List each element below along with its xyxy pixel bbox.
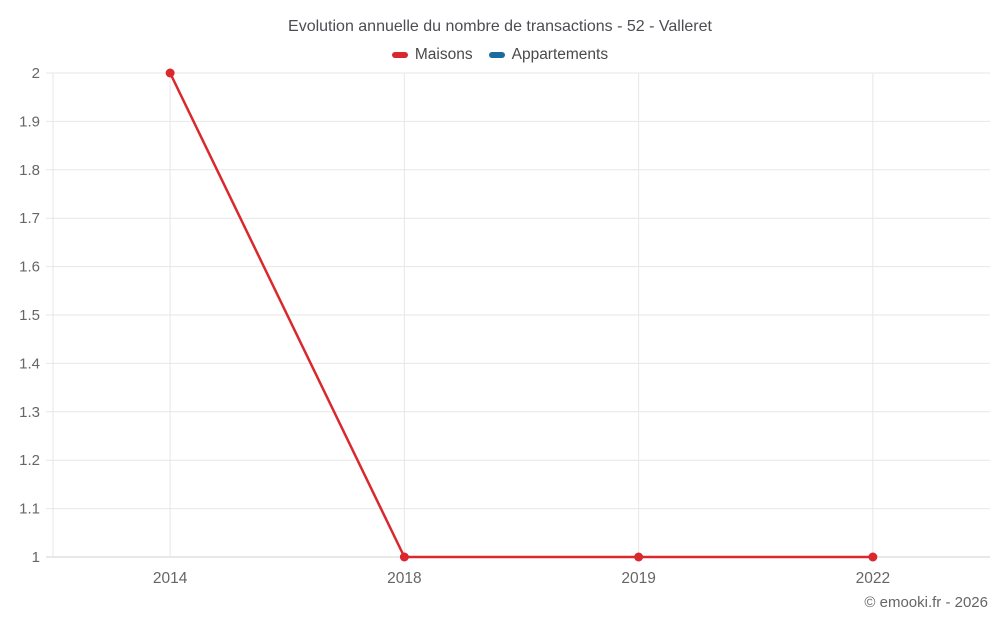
y-tick-label: 1.3 bbox=[19, 404, 40, 421]
legend-swatch-maisons bbox=[391, 52, 408, 58]
y-tick-label: 1.1 bbox=[19, 501, 40, 518]
x-tick-label: 2018 bbox=[387, 570, 421, 587]
legend-swatch-appartements bbox=[488, 52, 505, 58]
x-tick-label: 2019 bbox=[621, 570, 655, 587]
data-point-maisons[interactable] bbox=[399, 552, 409, 562]
y-tick-label: 2 bbox=[32, 65, 40, 82]
y-tick-label: 1.5 bbox=[19, 307, 40, 324]
legend: Maisons Appartements bbox=[0, 46, 1000, 64]
chart-title: Evolution annuelle du nombre de transact… bbox=[288, 18, 712, 35]
y-tick-label: 1.4 bbox=[19, 355, 40, 372]
data-point-maisons[interactable] bbox=[634, 552, 644, 562]
y-tick-label: 1.9 bbox=[19, 113, 40, 130]
legend-label: Maisons bbox=[414, 46, 473, 63]
x-tick-label: 2014 bbox=[153, 570, 188, 587]
data-point-maisons[interactable] bbox=[165, 68, 175, 78]
y-tick-label: 1.6 bbox=[19, 259, 40, 276]
legend-item-appartements[interactable]: Appartements bbox=[488, 46, 609, 64]
series-line-maisons bbox=[168, 71, 875, 559]
y-tick-label: 1.7 bbox=[19, 210, 40, 227]
y-tick-label: 1 bbox=[32, 549, 40, 566]
y-tick-label: 1.8 bbox=[19, 162, 40, 179]
y-tick-label: 1.2 bbox=[19, 452, 40, 469]
footer-credit: © emooki.fr - 2026 bbox=[864, 594, 988, 611]
data-point-maisons[interactable] bbox=[868, 552, 878, 562]
legend-item-maisons[interactable]: Maisons bbox=[391, 46, 473, 64]
x-tick-label: 2022 bbox=[856, 570, 890, 587]
legend-label: Appartements bbox=[511, 46, 609, 63]
